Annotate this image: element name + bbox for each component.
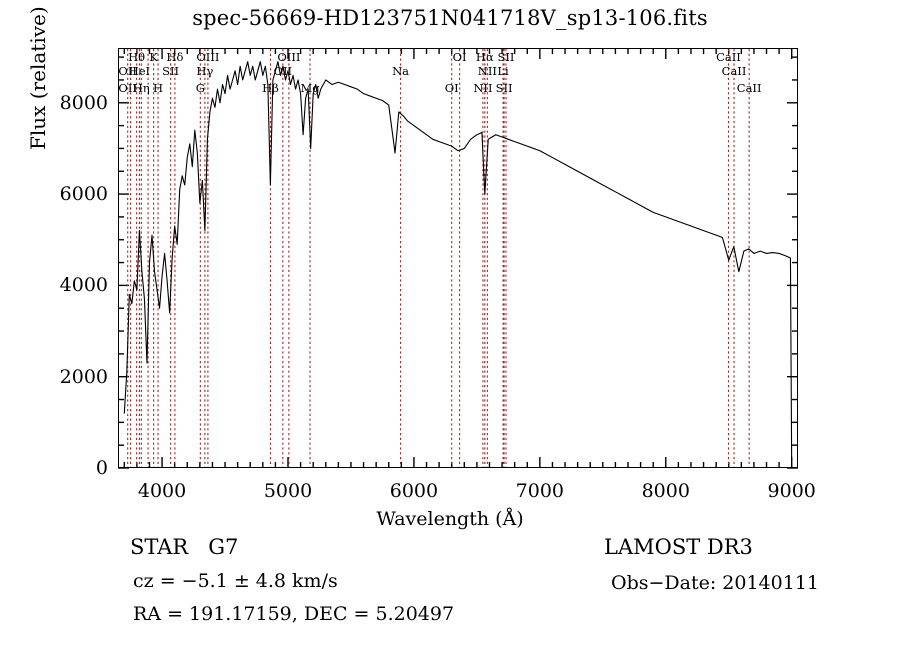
x-tick-5000: 5000 <box>263 480 313 502</box>
line-label-1: OII <box>118 64 137 78</box>
axis-ticks <box>118 48 798 469</box>
x-tick-9000: 9000 <box>767 480 816 502</box>
line-label-13: OII <box>273 64 293 78</box>
line-label-4: HeI <box>128 64 151 78</box>
line-label-27: CaII <box>736 81 762 95</box>
y-tick-0: 0 <box>95 457 108 479</box>
line-label-3: Hη <box>132 81 150 95</box>
meta-survey: LAMOST DR3 <box>604 535 753 559</box>
spectrum-trace <box>123 61 793 469</box>
line-label-18: OI <box>452 50 467 64</box>
line-label-19: NII <box>473 81 493 95</box>
line-label-6: H <box>153 81 164 95</box>
y-tick-4000: 4000 <box>59 274 108 297</box>
plot-frame <box>118 48 798 468</box>
meta-object-type: STAR G7 <box>130 535 239 559</box>
line-label-22: SII <box>495 81 513 95</box>
line-label-14: OIII <box>277 50 301 64</box>
line-label-23: SII <box>497 50 515 64</box>
x-tick-6000: 6000 <box>389 480 439 502</box>
y-tick-2000: 2000 <box>59 365 108 388</box>
line-label-11: OIII <box>196 50 220 64</box>
line-label-20: Hα <box>475 50 494 64</box>
y-axis-label: Flux (relative) <box>26 6 50 150</box>
line-label-5: K <box>149 50 158 64</box>
line-label-17: OI <box>444 81 459 95</box>
page-title: spec-56669-HD123751N041718V_sp13-106.fit… <box>192 6 708 30</box>
meta-obs-date: Obs−Date: 20140111 <box>611 572 819 594</box>
line-label-16: Na <box>392 64 410 78</box>
x-axis-label: Wavelength (Å) <box>376 508 524 530</box>
line-label-9: G <box>195 81 205 95</box>
line-label-24: Li <box>497 64 509 78</box>
y-tick-6000: 6000 <box>59 183 108 206</box>
line-label-2: Hθ <box>128 50 146 64</box>
meta-coordinates: RA = 191.17159, DEC = 5.20497 <box>133 603 455 625</box>
line-label-21: NII <box>477 64 497 78</box>
line-label-12: Hβ <box>262 81 279 95</box>
line-label-26: CaII <box>721 64 747 78</box>
meta-redshift: cz = −5.1 ± 4.8 km/s <box>133 570 338 592</box>
line-label-10: Hγ <box>196 64 214 78</box>
x-tick-4000: 4000 <box>137 480 187 502</box>
line-label-8: Hδ <box>166 50 184 64</box>
y-tick-8000: 8000 <box>59 91 108 114</box>
x-tick-7000: 7000 <box>515 480 565 502</box>
x-tick-8000: 8000 <box>641 480 690 502</box>
line-label-15: Mg <box>300 81 320 95</box>
line-marker-group <box>127 49 750 467</box>
line-label-7: SII <box>162 64 180 78</box>
line-label-25: CaII <box>716 50 741 64</box>
line-label-0: OII <box>118 81 137 95</box>
